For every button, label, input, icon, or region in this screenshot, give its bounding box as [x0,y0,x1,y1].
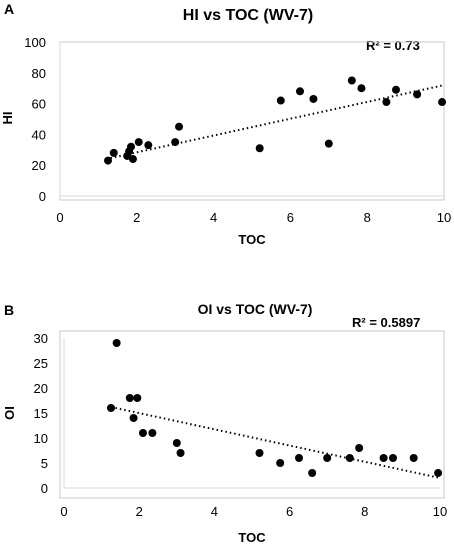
chart-b-data-point [389,454,397,462]
chart-b-data-point [172,439,181,447]
chart-a-data-point [438,98,447,107]
chart-panel-b: B OI vs TOC (WV-7) R² = 0.5897 051015202… [2,301,447,545]
chart-b-data-point [409,454,418,462]
chart-a-data-point [296,87,304,96]
chart-b-data-point [148,429,157,437]
chart-a-frame [59,41,445,201]
chart-a-x-ticks: 0 2 4 6 8 10 [56,210,451,225]
chart-b-x-tick-label: 4 [211,504,218,519]
chart-a-trendline [105,84,445,161]
chart-a-x-tick-label: 10 [437,210,451,225]
chart-a-data-point [134,138,143,147]
chart-b-data-point [138,429,147,437]
chart-a-data-point [109,148,118,157]
chart-b-data-point [129,414,138,422]
chart-b-data-point [276,459,285,467]
chart-a-data-point [175,122,184,131]
chart-a-data-point [413,90,422,99]
chart-b-y-tick-label: 15 [34,406,48,421]
chart-a-data-point [128,155,137,164]
chart-b-r-squared: R² = 0.5897 [352,315,420,330]
chart-b-data-point [125,394,134,402]
chart-b-data-point [379,454,388,462]
chart-b-data-point [107,404,115,412]
chart-b-x-axis-label: TOC [238,530,266,545]
chart-b-y-tick-label: 5 [41,456,48,471]
chart-a-x-axis-label: TOC [238,232,266,247]
chart-a-points [104,76,447,165]
chart-b-x-tick-label: 2 [136,504,143,519]
chart-a-data-point [357,84,366,93]
chart-a-y-tick-label: 60 [32,97,46,112]
chart-a-y-tick-label: 0 [39,189,46,204]
chart-b-frame [59,330,445,499]
chart-a-data-point [104,156,112,165]
chart-a-y-axis-label: HI [0,112,15,125]
chart-a-data-point [309,94,318,103]
panel-b-letter: B [4,302,14,318]
chart-a-y-tick-label: 100 [24,35,46,50]
chart-a-data-point [382,98,391,107]
chart-b-data-point [255,449,264,457]
chart-a-data-point [276,96,285,105]
chart-a-data-point [255,144,264,153]
chart-b-y-axis-label: OI [2,406,17,420]
chart-b-data-point [308,469,317,477]
chart-b-data-point [133,394,142,402]
chart-a-y-ticks: 0 20 40 60 80 100 [24,35,46,204]
chart-b-points [107,339,443,477]
chart-b-data-point [345,454,354,462]
chart-b-title: OI vs TOC (WV-7) [198,301,313,317]
chart-a-y-tick-label: 20 [32,158,46,173]
chart-a-data-point [347,76,356,85]
chart-b-x-tick-label: 10 [433,504,447,519]
chart-b-x-tick-label: 8 [361,504,368,519]
chart-a-data-point [392,85,400,94]
panel-a-letter: A [4,1,14,17]
chart-b-x-tick-label: 0 [60,504,67,519]
chart-a-y-tick-label: 40 [32,127,46,142]
chart-a-data-point [324,139,333,148]
chart-b-data-point [112,339,121,347]
chart-a-data-point [144,141,153,150]
chart-b-trendline [110,406,441,479]
chart-b-y-tick-label: 20 [34,381,48,396]
chart-a-data-point [171,138,180,147]
chart-b-y-tick-label: 10 [34,431,48,446]
chart-a-r-squared: R² = 0.73 [366,38,420,53]
chart-b-data-point [434,469,443,477]
chart-b-data-point [323,454,332,462]
chart-b-y-tick-label: 30 [34,331,48,346]
chart-b-y-tick-label: 0 [41,481,48,496]
chart-b-y-tick-label: 25 [34,356,48,371]
chart-a-x-tick-label: 0 [56,210,63,225]
chart-a-x-tick-label: 4 [210,210,217,225]
chart-b-data-point [176,449,185,457]
chart-a-data-point [127,142,136,151]
chart-panel-a: A HI vs TOC (WV-7) R² = 0.73 02040608010… [0,1,451,247]
chart-a-x-tick-label: 8 [364,210,371,225]
chart-a-x-tick-label: 6 [287,210,294,225]
chart-b-data-point [295,454,303,462]
chart-b-data-point [355,444,364,452]
chart-b-y-ticks: 0 5 10 15 20 25 30 [34,331,48,496]
chart-a-x-tick-label: 2 [133,210,140,225]
chart-b-x-ticks: 0 2 4 6 8 10 [60,504,447,519]
chart-a-y-tick-label: 80 [32,66,46,81]
chart-b-x-tick-label: 6 [286,504,293,519]
chart-a-title: HI vs TOC (WV-7) [183,7,313,24]
